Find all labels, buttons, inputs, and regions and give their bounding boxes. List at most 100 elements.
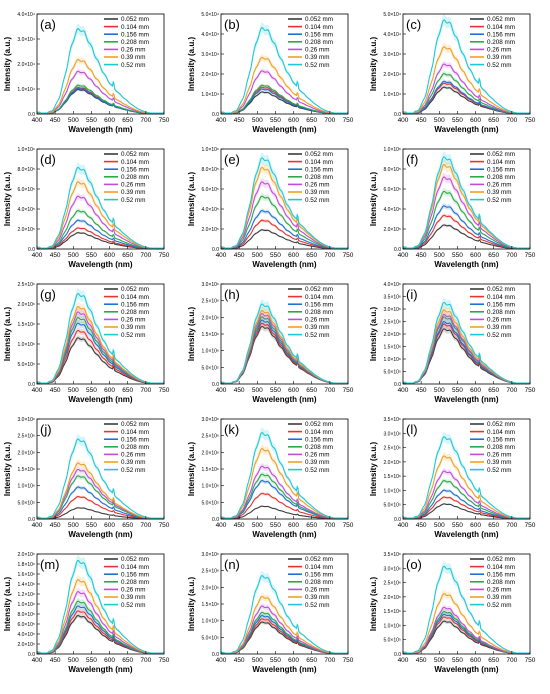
legend-entry: 0.052 mm xyxy=(121,421,149,428)
panel-label: (d) xyxy=(40,152,56,167)
legend-entry: 0.156 mm xyxy=(487,31,515,38)
x-tick-label: 550 xyxy=(270,657,281,664)
legend-entry: 0.052 mm xyxy=(305,286,333,293)
y-tick-label: 8.0×10⁵ xyxy=(383,167,401,173)
x-tick-label: 500 xyxy=(252,387,263,394)
series-line-5 xyxy=(221,448,348,519)
x-tick-label: 550 xyxy=(452,657,463,664)
panel-label: (a) xyxy=(40,17,56,32)
legend-entry: 0.39 mm xyxy=(487,459,512,466)
x-tick-label: 750 xyxy=(159,387,170,394)
x-tick-label: 750 xyxy=(525,387,536,394)
x-tick-label: 600 xyxy=(470,522,481,529)
y-tick-label: 3.0×10⁶ xyxy=(202,552,220,558)
y-tick-label: 1.5×10⁶ xyxy=(384,609,402,615)
legend-entry: 0.104 mm xyxy=(305,564,333,571)
y-tick-label: 3.0×10⁶ xyxy=(202,417,220,423)
legend-entry: 0.52 mm xyxy=(305,602,330,609)
legend-entry: 0.39 mm xyxy=(487,54,512,61)
legend-entry: 0.52 mm xyxy=(121,332,146,339)
x-tick-label: 750 xyxy=(159,522,170,529)
series-line-5 xyxy=(37,462,164,519)
legend-entry: 0.26 mm xyxy=(305,47,330,54)
panel-l: 400 450 500 550 600 650 700 750 0.0 5.0×10⁵ 1.0×10… xyxy=(369,417,536,539)
x-tick-label: 450 xyxy=(234,117,245,124)
x-tick-label: 550 xyxy=(452,522,463,529)
x-axis-label: Wavelength (nm) xyxy=(434,395,498,404)
x-tick-label: 650 xyxy=(488,387,499,394)
y-tick-label: 3.0×10⁶ xyxy=(18,417,36,423)
y-axis-label: Intensity (a.u.) xyxy=(3,172,12,227)
y-tick-label: 4.0×10⁴ xyxy=(383,32,401,38)
panel-label: (i) xyxy=(406,287,418,302)
legend-entry: 0.39 mm xyxy=(121,459,146,466)
x-tick-label: 750 xyxy=(159,117,170,124)
x-tick-label: 750 xyxy=(525,522,536,529)
y-tick-label: 0.0 xyxy=(212,247,219,253)
legend-entry: 0.52 mm xyxy=(121,197,146,204)
x-tick-label: 450 xyxy=(416,657,427,664)
y-tick-label: 4.0×10⁴ xyxy=(17,12,35,18)
panel-d: 400 450 500 550 600 650 700 750 0.0 2.0×10⁵ 4.0×10… xyxy=(3,147,170,269)
y-tick-label: 2.0×10⁴ xyxy=(383,72,401,78)
legend-entry: 0.104 mm xyxy=(487,24,515,31)
x-tick-label: 450 xyxy=(50,522,61,529)
legend-entry: 0.156 mm xyxy=(121,436,149,443)
x-tick-label: 500 xyxy=(434,387,445,394)
y-tick-label: 6.0×10⁵ xyxy=(201,187,219,193)
y-axis-label: Intensity (a.u.) xyxy=(369,442,378,497)
y-tick-label: 5.0×10⁴ xyxy=(383,12,401,18)
y-tick-label: 2.0×10⁴ xyxy=(201,72,219,78)
y-axis-label: Intensity (a.u.) xyxy=(3,442,12,497)
legend-entry: 0.052 mm xyxy=(121,16,149,23)
x-tick-label: 550 xyxy=(86,387,97,394)
y-tick-label: 2.0×10⁵ xyxy=(383,227,401,233)
x-tick-label: 450 xyxy=(234,657,245,664)
x-tick-label: 400 xyxy=(398,117,409,124)
y-tick-label: 2.0×10⁶ xyxy=(384,595,402,601)
x-tick-label: 550 xyxy=(452,252,463,259)
panel-m: 400 450 500 550 600 650 700 750 0.0 2.0×10⁵ 4.0×10… xyxy=(3,552,170,674)
x-tick-label: 450 xyxy=(416,387,427,394)
x-tick-label: 700 xyxy=(506,522,517,529)
y-tick-label: 1.0×10⁶ xyxy=(384,147,402,153)
y-tick-label: 2.5×10⁶ xyxy=(202,434,220,440)
legend-entry: 0.26 mm xyxy=(487,452,512,459)
y-axis-label: Intensity (a.u.) xyxy=(187,577,196,632)
y-axis-label: Intensity (a.u.) xyxy=(369,37,378,92)
x-tick-label: 650 xyxy=(306,387,317,394)
legend-entry: 0.052 mm xyxy=(487,556,515,563)
x-tick-label: 650 xyxy=(306,522,317,529)
x-tick-label: 600 xyxy=(288,657,299,664)
legend: 0.052 mm0.104 mm0.156 mm0.208 mm0.26 mm0… xyxy=(288,556,333,609)
panel-label: (l) xyxy=(406,422,418,437)
y-tick-label: 2.0×10⁶ xyxy=(202,585,220,591)
x-tick-label: 400 xyxy=(32,387,43,394)
legend-entry: 0.052 mm xyxy=(487,16,515,23)
y-tick-label: 3.0×10⁶ xyxy=(384,431,402,437)
x-tick-label: 450 xyxy=(416,252,427,259)
x-tick-label: 650 xyxy=(122,657,133,664)
legend-entry: 0.208 mm xyxy=(305,444,333,451)
y-tick-label: 2.0×10⁶ xyxy=(202,450,220,456)
x-tick-label: 550 xyxy=(270,252,281,259)
y-tick-label: 0.0 xyxy=(212,517,219,523)
series-line-6 xyxy=(37,438,164,519)
panel-label: (b) xyxy=(224,17,240,32)
y-tick-label: 1.5×10⁶ xyxy=(18,467,36,473)
legend-entry: 0.104 mm xyxy=(121,24,149,31)
y-tick-label: 1.0×10⁶ xyxy=(384,488,402,494)
y-tick-label: 5.0×10⁵ xyxy=(383,638,401,644)
y-tick-label: 2.5×10⁶ xyxy=(202,569,220,575)
y-tick-label: 5.0×10⁵ xyxy=(201,635,219,641)
series-line-5 xyxy=(37,59,164,114)
legend-entry: 0.52 mm xyxy=(487,602,512,609)
x-tick-label: 400 xyxy=(216,252,227,259)
legend: 0.052 mm0.104 mm0.156 mm0.208 mm0.26 mm0… xyxy=(104,16,149,69)
legend: 0.052 mm0.104 mm0.156 mm0.208 mm0.26 mm0… xyxy=(288,16,333,69)
panel-h: 400 450 500 550 600 650 700 750 0.0 5.0×10⁵ 1.0×10… xyxy=(187,282,354,404)
plot-frame xyxy=(220,13,349,115)
y-tick-label: 2.5×10⁶ xyxy=(384,581,402,587)
legend-entry: 0.104 mm xyxy=(305,159,333,166)
